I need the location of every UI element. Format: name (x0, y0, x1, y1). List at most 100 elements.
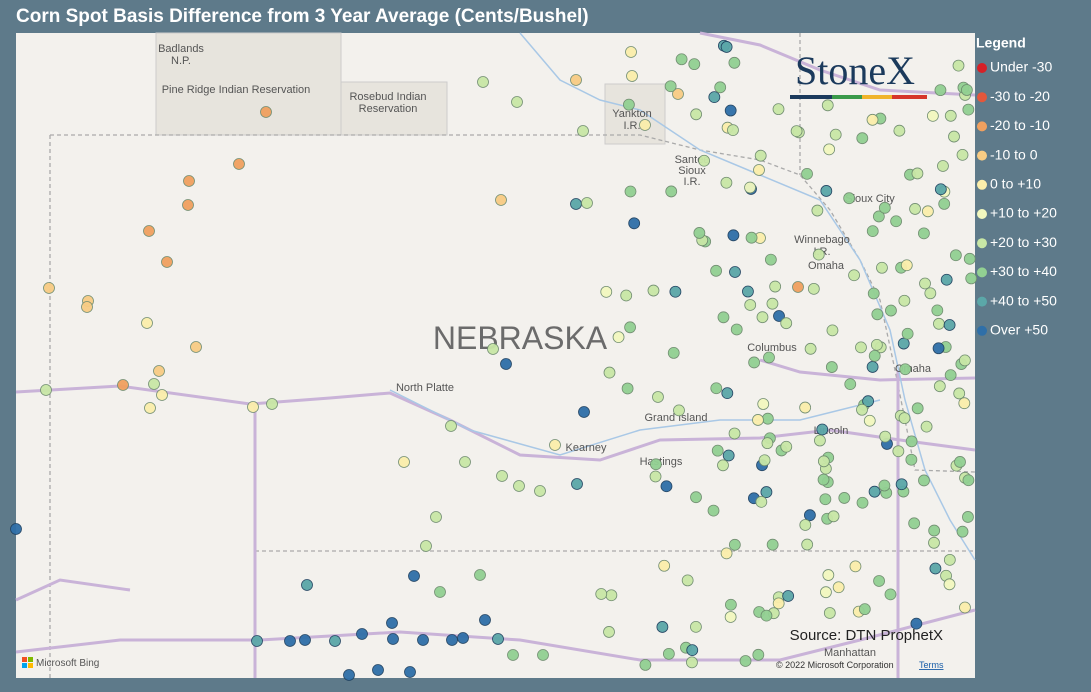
site-dot (868, 349, 881, 362)
site-dot (729, 266, 741, 278)
site-dot (728, 538, 741, 551)
site-dot (958, 354, 971, 367)
site-dot (769, 280, 782, 293)
site-dot (962, 474, 975, 487)
site-dot (943, 553, 956, 566)
site-dot (673, 404, 685, 417)
site-dot (667, 346, 680, 359)
site-dot (387, 633, 399, 645)
site-dot (763, 351, 775, 364)
site-dot (247, 401, 259, 413)
site-dot (156, 389, 168, 401)
site-dot (956, 525, 969, 538)
legend-swatch (977, 150, 987, 161)
legend-label: +20 to +30 (990, 234, 1057, 250)
site-dot (662, 647, 675, 660)
site-dot (811, 204, 824, 217)
site-dot (924, 287, 937, 300)
bing-label: Microsoft Bing (36, 658, 99, 669)
site-dot (799, 401, 812, 414)
logo-bar (832, 95, 862, 99)
site-dot (753, 164, 765, 176)
site-dot (260, 106, 272, 118)
site-dot (148, 378, 160, 390)
site-dot (821, 99, 834, 112)
site-dot (780, 440, 793, 453)
legend-label: -10 to 0 (990, 146, 1038, 162)
site-dot (496, 470, 508, 482)
site-dot (856, 132, 869, 145)
site-dot (724, 611, 737, 623)
site-dot (898, 412, 911, 425)
site-dot (929, 562, 942, 575)
site-dot (959, 601, 971, 614)
site-dot (826, 324, 839, 337)
site-dot (537, 649, 549, 661)
site-dot (876, 261, 888, 274)
site-dot (918, 227, 930, 240)
site-dot (856, 496, 869, 509)
legend-label: -20 to -10 (990, 117, 1050, 133)
site-dot (10, 523, 22, 535)
site-dot (934, 84, 947, 97)
site-dot (624, 321, 637, 334)
site-dot (814, 434, 826, 447)
site-dot (782, 590, 795, 602)
site-dot (918, 474, 930, 487)
site-dot (940, 273, 953, 286)
site-dot (727, 229, 740, 242)
site-dot (764, 253, 777, 266)
site-dot (549, 439, 561, 451)
place-label: Pine Ridge Indian Reservation (162, 84, 311, 96)
site-dot (534, 485, 546, 497)
site-dot (933, 317, 945, 330)
site-dots (10, 39, 978, 681)
site-dot (871, 308, 884, 321)
title: Corn Spot Basis Difference from 3 Year A… (16, 6, 589, 27)
site-dot (949, 249, 962, 262)
site-dot (829, 128, 842, 141)
site-dot (948, 130, 960, 143)
site-dot (752, 648, 765, 661)
site-dot (266, 398, 278, 410)
site-dot (872, 210, 885, 223)
site-dot (577, 125, 589, 137)
reservation-area (604, 83, 666, 145)
site-dot (956, 148, 969, 161)
site-dot (873, 575, 885, 587)
legend-swatch (977, 238, 987, 249)
site-dot (495, 194, 507, 206)
site-dot (581, 197, 593, 209)
site-dot (868, 485, 881, 498)
site-dot (895, 478, 908, 491)
site-dot (301, 579, 313, 591)
legend-label: +10 to +20 (990, 205, 1057, 221)
legend-swatch (977, 92, 987, 103)
site-dot (43, 282, 55, 294)
site-dot (603, 366, 616, 379)
site-dot (953, 387, 966, 400)
site-dot (717, 311, 730, 324)
site-dot (832, 581, 845, 594)
site-dot (878, 479, 891, 492)
site-dot (819, 493, 832, 506)
site-dot (686, 644, 699, 657)
site-dot (479, 614, 491, 626)
site-dot (446, 634, 458, 646)
terms-link[interactable]: Terms (919, 660, 944, 670)
site-dot (932, 342, 945, 355)
site-dot (398, 456, 410, 468)
site-dot (849, 560, 862, 573)
site-dot (649, 470, 662, 483)
site-dot (772, 597, 785, 610)
site-dot (728, 56, 741, 69)
site-dot (920, 420, 933, 433)
site-dot (430, 511, 442, 523)
site-dot (710, 382, 723, 395)
legend-label: +30 to +40 (990, 263, 1057, 279)
site-dot (825, 361, 838, 373)
site-dot (507, 649, 519, 661)
site-dot (911, 402, 924, 415)
site-dot (848, 269, 860, 282)
site-dot (965, 272, 978, 285)
